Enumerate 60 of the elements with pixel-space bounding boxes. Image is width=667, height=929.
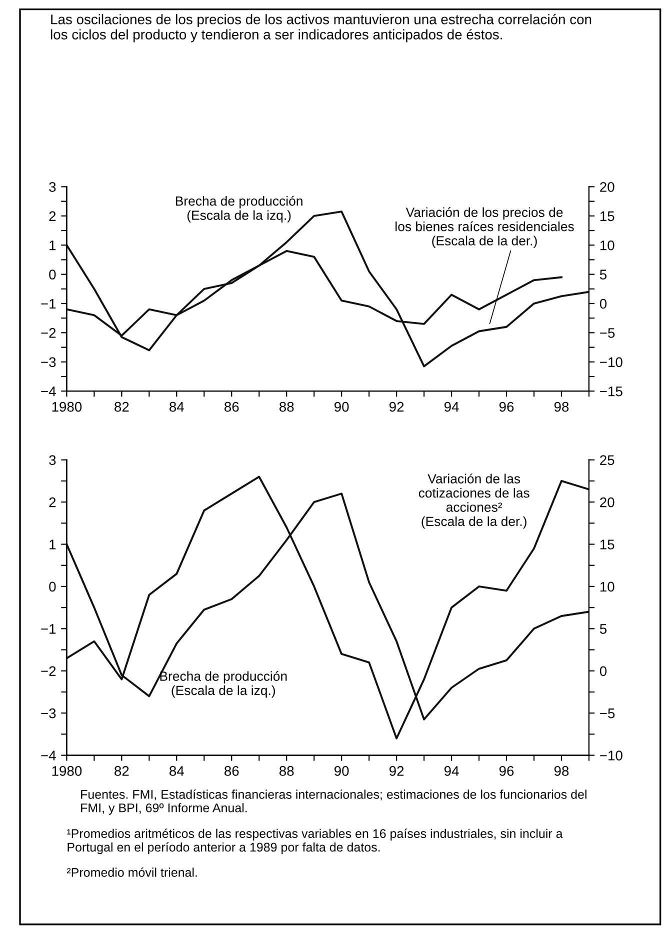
- y2-tick-label: 25: [600, 455, 614, 466]
- y-tick-label: −3: [41, 708, 56, 718]
- y2-tick-label: 0: [600, 666, 607, 676]
- x-tick-label: 84: [170, 402, 184, 412]
- y-tick-label: 0: [49, 582, 56, 592]
- y-tick-label: 3: [49, 182, 56, 192]
- y-tick-label: −1: [41, 298, 56, 309]
- source-note: Fuentes. FMI, Estadísticas financieras internacionales; estimaciones de los funcionarios del FMI, y BPI, 69º Informe Anual.: [81, 790, 586, 815]
- text: Variación de los precios de los bienes raíces residenciales (Escala de la der.): [396, 207, 574, 248]
- x-tick-label: 82: [114, 402, 129, 412]
- x-tick-label: 86: [224, 402, 239, 412]
- chart-title: Las oscilaciones de los precios de los activos mantuvieron una estrecha correlación con los ciclos del producto y tendieron a ser indicadores anticipados de éstos.: [50, 14, 592, 42]
- x-tick-label: 92: [389, 766, 404, 776]
- x-tick-label: 84: [170, 766, 184, 776]
- y-tick-label: 2: [49, 497, 56, 508]
- x-tick-label: 1980: [52, 402, 82, 412]
- y-tick-label: 1: [50, 540, 56, 550]
- x-tick-label: 94: [444, 402, 459, 412]
- y-tick-label: 0: [49, 270, 56, 280]
- x-tick-label: 82: [114, 766, 129, 776]
- x-tick-label: 98: [554, 402, 569, 412]
- text: ¹Promedios aritméticos de las respectivas variables en 16 países industriales, sin incluir a Portugal en el período anterior a 1989 por falta de datos.: [67, 828, 563, 854]
- y-tick-label: −3: [41, 357, 56, 368]
- x-tick-label: 1980: [52, 766, 82, 776]
- series-label: Variación de las cotizaciones de las acciones² (Escala de la der.): [418, 474, 530, 529]
- y2-tick-label: 10: [600, 582, 614, 592]
- y-tick-label: −1: [41, 624, 56, 634]
- y-tick-label: −2: [41, 328, 56, 338]
- x-tick-label: 94: [444, 766, 459, 776]
- y2-tick-label: 0: [600, 298, 607, 309]
- y-tick-label: 3: [49, 455, 56, 466]
- x-tick-label: 98: [554, 766, 569, 776]
- x-tick-label: 90: [334, 766, 349, 776]
- series-label: Brecha de producción (Escala de la izq.): [160, 671, 287, 698]
- x-tick-label: 88: [279, 766, 294, 776]
- y2-tick-label: −15: [600, 386, 622, 396]
- y-tick-label: −2: [41, 666, 56, 676]
- y2-tick-label: 10: [600, 240, 614, 250]
- y-tick-label: −4: [41, 386, 56, 396]
- y2-tick-label: −5: [600, 328, 615, 338]
- y2-tick-label: 20: [600, 497, 614, 508]
- y2-tick-label: 5: [600, 624, 607, 634]
- x-tick-label: 92: [389, 402, 404, 412]
- x-tick-label: 96: [499, 766, 514, 776]
- y2-tick-label: 5: [600, 270, 607, 280]
- y2-tick-label: 20: [600, 182, 614, 192]
- x-tick-label: 90: [334, 402, 349, 412]
- y2-tick-label: −5: [600, 708, 615, 718]
- y2-tick-label: 15: [600, 211, 614, 222]
- y-tick-label: −4: [41, 750, 56, 760]
- x-tick-label: 96: [499, 402, 514, 412]
- y2-tick-label: −10: [600, 357, 622, 368]
- y2-tick-label: −10: [600, 750, 622, 760]
- y2-tick-label: 15: [600, 540, 614, 550]
- text: ²Promedio móvil trienal.: [66, 868, 197, 877]
- y-tick-label: 2: [49, 211, 56, 221]
- y-tick-label: 1: [50, 240, 56, 250]
- x-tick-label: 86: [224, 766, 239, 776]
- series-label: Brecha de producción (Escala de la izq.): [176, 196, 302, 223]
- x-tick-label: 88: [279, 402, 294, 412]
